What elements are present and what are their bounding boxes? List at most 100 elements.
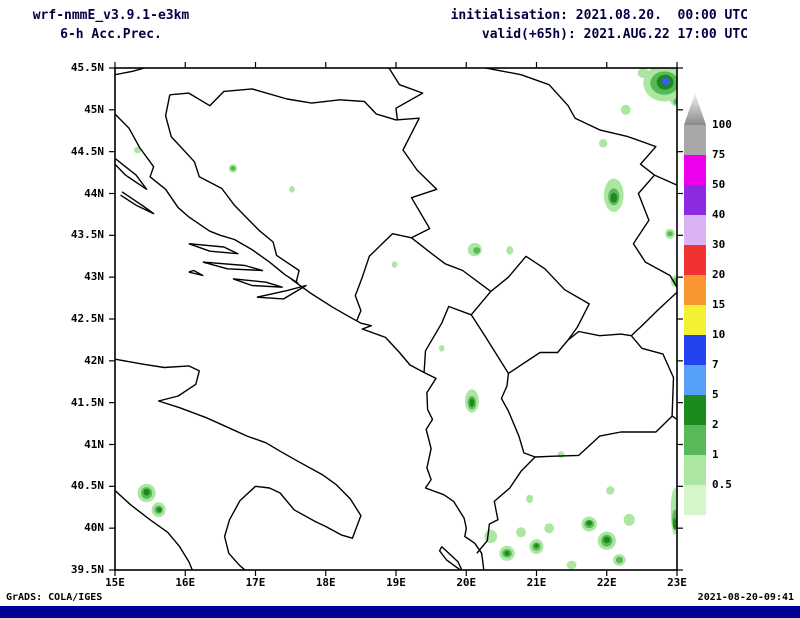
map-line xyxy=(485,68,657,176)
precip-cell xyxy=(526,494,533,504)
legend-color-band xyxy=(684,425,706,455)
legend-color-band xyxy=(684,245,706,275)
precip-cell xyxy=(289,186,295,193)
legend-color-band xyxy=(684,485,706,515)
precip-cell xyxy=(473,247,481,254)
precip-cell xyxy=(623,513,635,526)
creation-timestamp: 2021-08-20-09:41 xyxy=(697,592,794,603)
lat-tick-label: 43N xyxy=(84,270,104,284)
legend-value-label: 7 xyxy=(712,358,719,371)
precip-cell xyxy=(230,165,236,171)
precip-cell xyxy=(610,192,618,203)
precip-cell xyxy=(544,523,554,534)
precip-cell xyxy=(661,77,670,86)
legend-overflow-arrow xyxy=(684,93,706,125)
legend-color-band xyxy=(684,215,706,245)
map-line xyxy=(169,88,438,321)
legend-value-label: 75 xyxy=(712,148,726,161)
footer-bar xyxy=(0,606,800,618)
map-line xyxy=(476,456,536,554)
map-line xyxy=(423,305,472,373)
run-time-block: initialisation: 2021.08.20. 00:00 UTC va… xyxy=(451,6,748,44)
legend-color-band xyxy=(684,335,706,365)
legend-color-band xyxy=(684,365,706,395)
precip-cell xyxy=(637,68,649,78)
valid-time-label: valid(+65h): 2021.AUG.22 17:00 UTC xyxy=(481,27,748,42)
precip-cell xyxy=(506,246,514,255)
map-line xyxy=(164,94,300,283)
legend-value-label: 40 xyxy=(712,208,726,221)
map-line xyxy=(671,415,677,420)
lat-tick-label: 42N xyxy=(84,353,104,367)
precip-cell xyxy=(504,550,510,556)
map-line xyxy=(115,157,148,191)
legend-value-label: 20 xyxy=(712,268,726,281)
map-line xyxy=(630,291,677,337)
map-frame xyxy=(114,67,678,571)
map-line xyxy=(120,191,155,215)
map-line xyxy=(388,68,424,120)
precip-cell xyxy=(599,139,608,148)
model-title-block: wrf-nmmE_v3.9.1-e3km 6-h Acc.Prec. xyxy=(16,6,206,44)
legend-value-label: 0.5 xyxy=(712,478,732,491)
legend-color-band xyxy=(684,185,706,215)
map-line xyxy=(115,489,193,570)
precip-cell xyxy=(667,231,673,237)
legend-color-band xyxy=(684,305,706,335)
legend-color-band xyxy=(684,455,706,485)
lat-tick-label: 41.5N xyxy=(70,395,104,409)
precip-cell xyxy=(606,486,615,495)
precip-cell xyxy=(673,518,677,530)
map-line xyxy=(438,546,463,570)
legend-color-band xyxy=(684,395,706,425)
legend-value-label: 30 xyxy=(712,238,726,251)
product-name: 6-h Acc.Prec. xyxy=(60,27,162,42)
map-line xyxy=(654,174,677,186)
legend-colorbar xyxy=(684,93,706,515)
precip-cell xyxy=(673,98,677,105)
precip-cell xyxy=(156,507,162,513)
map-line xyxy=(202,261,264,272)
lat-tick-label: 44.5N xyxy=(70,144,104,158)
precip-cell xyxy=(516,527,526,538)
legend-value-label: 5 xyxy=(712,388,719,401)
map-line xyxy=(115,358,362,570)
precip-cell xyxy=(557,451,565,458)
lat-tick-label: 41N xyxy=(84,437,104,451)
legend-value-label: 2 xyxy=(712,418,719,431)
legend-color-band xyxy=(684,155,706,185)
precip-cell xyxy=(603,536,611,544)
map-line xyxy=(500,330,675,458)
map-line xyxy=(115,113,485,570)
lat-tick-label: 45.5N xyxy=(70,61,104,74)
precip-cell xyxy=(615,556,623,564)
map-line xyxy=(188,269,204,277)
init-time-label: initialisation: 2021.08.20. 00:00 UTC xyxy=(450,8,748,23)
map-line xyxy=(470,255,590,374)
lat-tick-label: 43.5N xyxy=(70,228,104,242)
legend-value-label: 1 xyxy=(712,448,719,461)
precip-cell xyxy=(469,398,475,407)
lat-tick-label: 45N xyxy=(84,102,104,116)
map-line xyxy=(232,278,283,288)
precip-cell xyxy=(134,146,141,154)
map-line xyxy=(632,174,677,288)
map-line xyxy=(115,68,145,76)
precip-cell xyxy=(586,520,592,526)
precip-cell xyxy=(391,261,398,268)
precip-legend: 100 75 50 40 30 20 15 10 7 5 2 1 0.5 xyxy=(684,93,794,533)
precip-cell xyxy=(620,104,631,115)
precip-cell xyxy=(143,488,150,496)
legend-color-band xyxy=(684,275,706,305)
lat-tick-label: 44N xyxy=(84,186,104,200)
precip-cell xyxy=(566,560,577,570)
precip-cell xyxy=(438,345,445,352)
lat-tick-label: 39.5N xyxy=(70,563,104,576)
legend-value-label: 10 xyxy=(712,328,726,341)
map-canvas xyxy=(109,62,683,576)
model-name: wrf-nmmE_v3.9.1-e3km xyxy=(32,8,190,23)
legend-value-label: 100 xyxy=(712,118,732,131)
lat-tick-label: 40N xyxy=(84,521,104,535)
map-line xyxy=(188,243,239,255)
